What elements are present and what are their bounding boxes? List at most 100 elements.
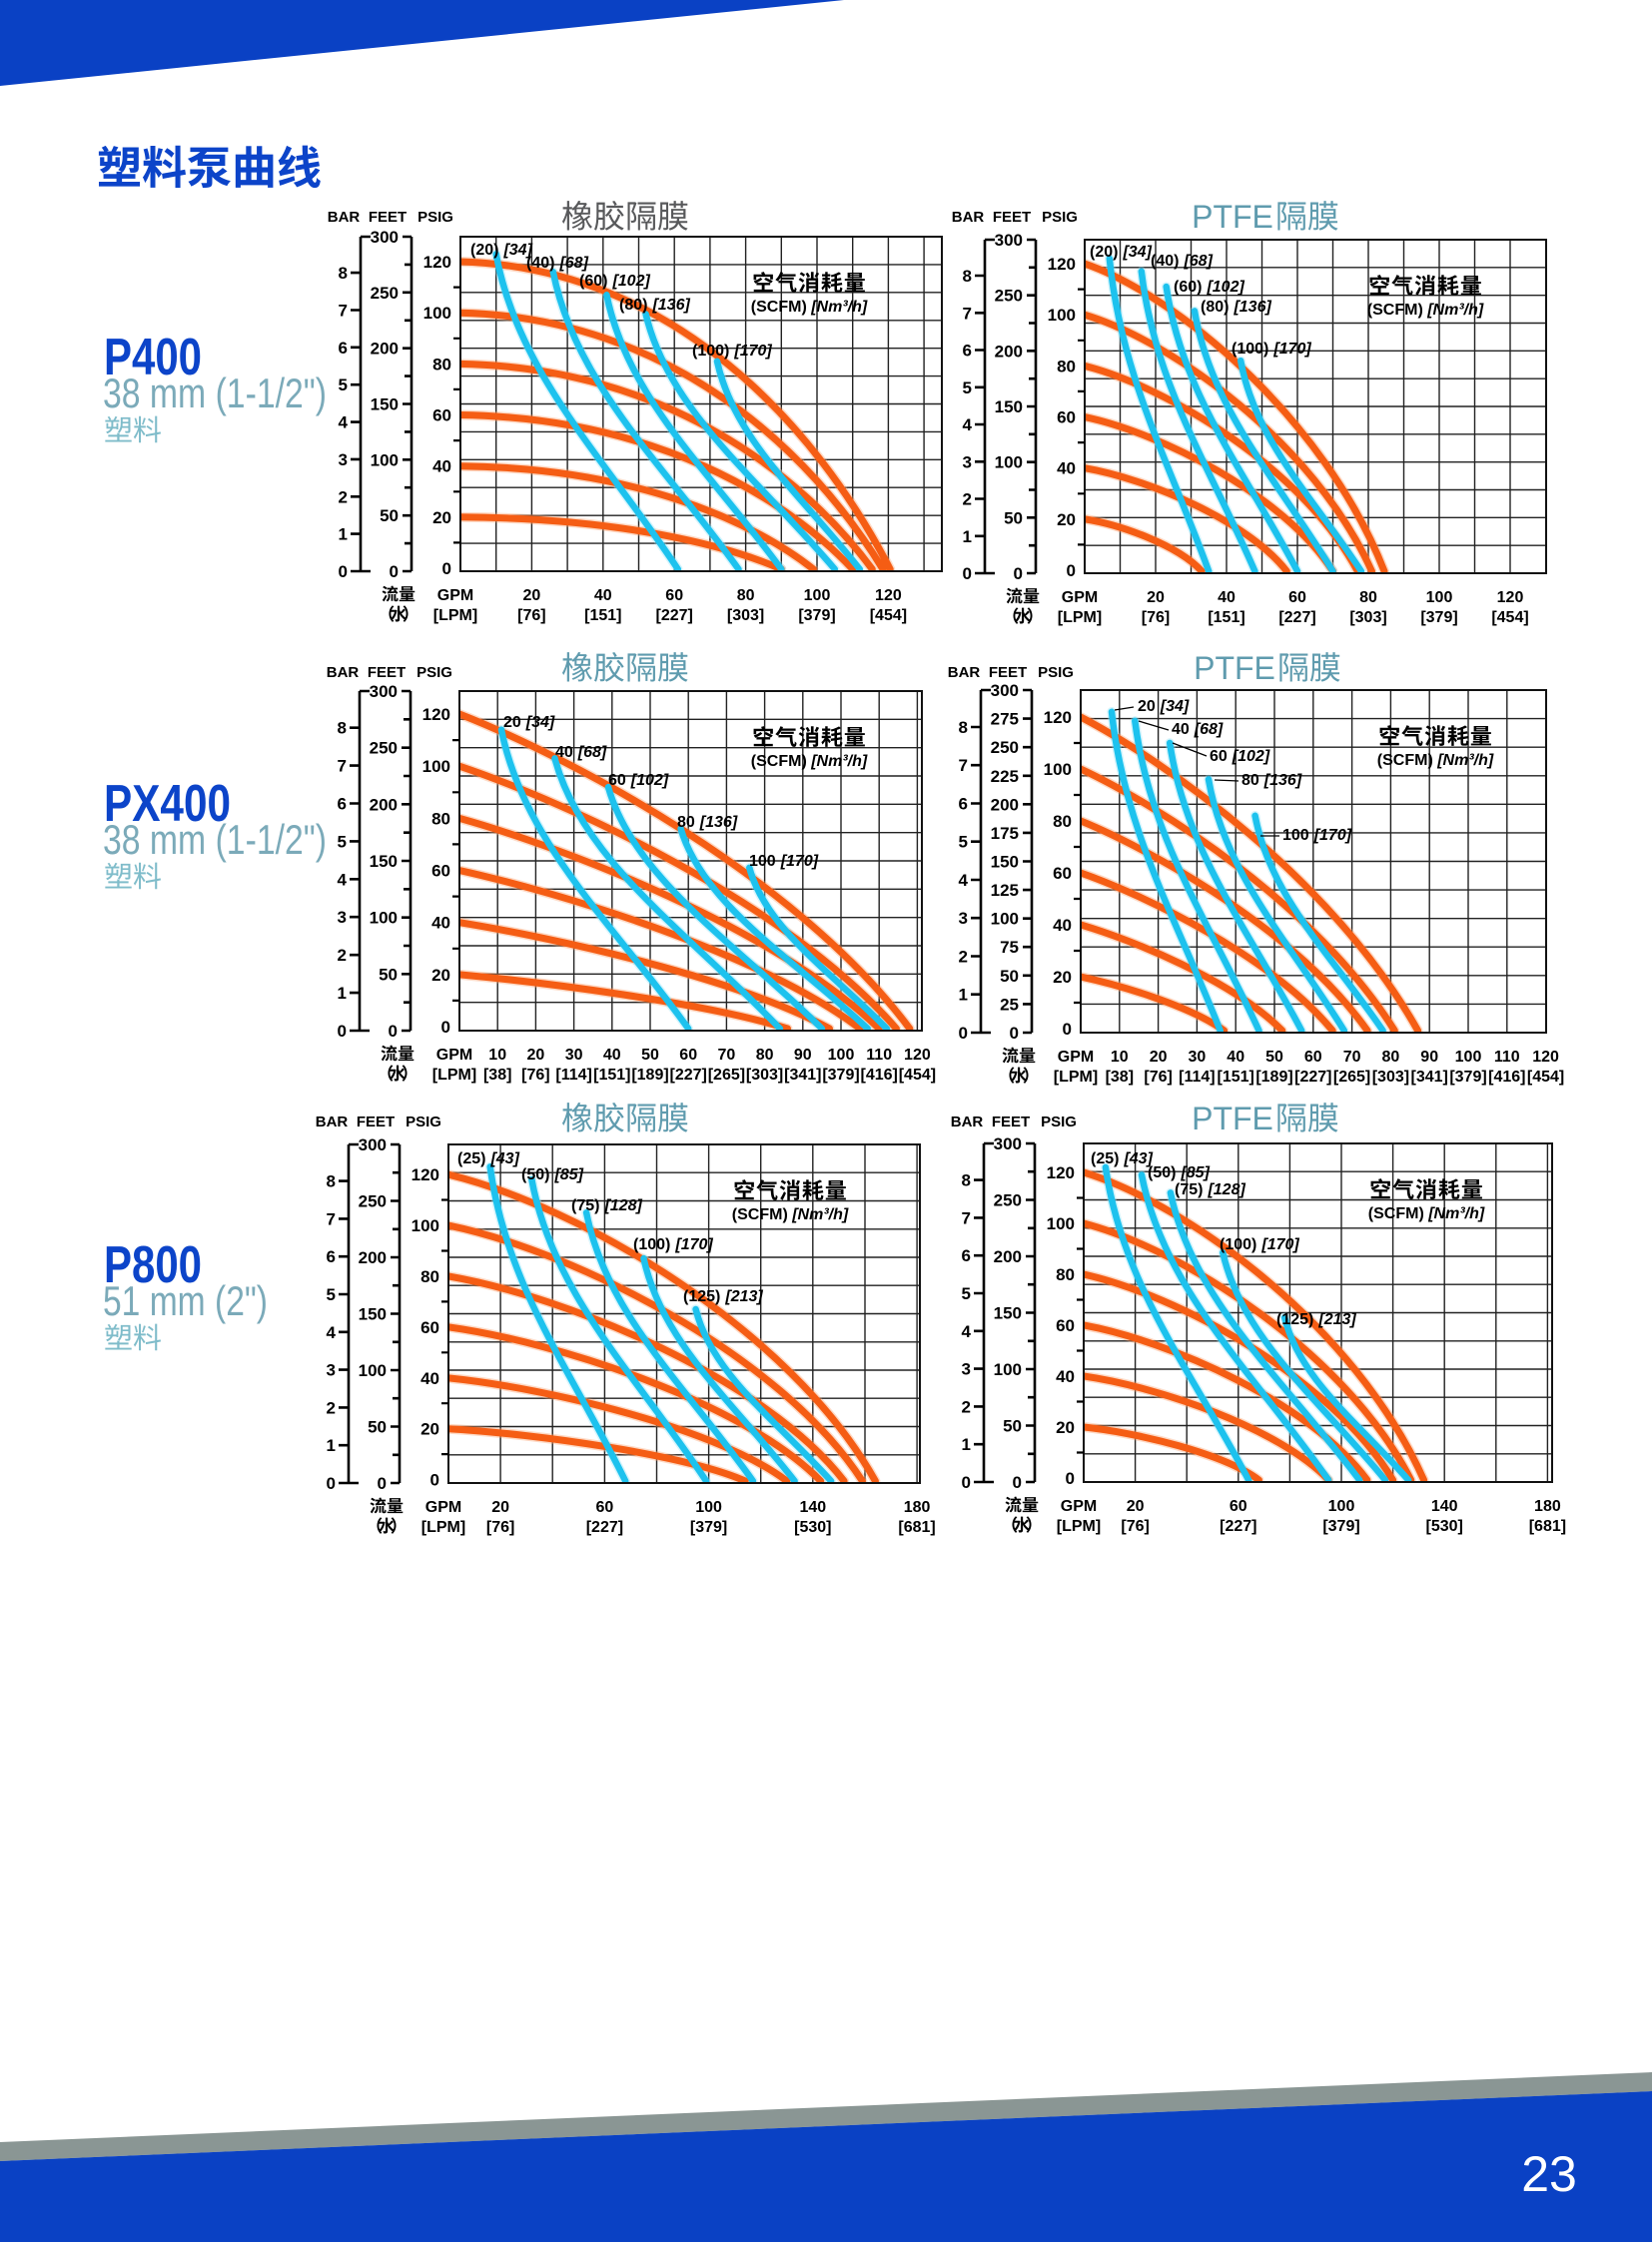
- svg-text:5: 5: [327, 1285, 336, 1304]
- svg-text:120: 120: [904, 1047, 931, 1064]
- svg-text:40: 40: [1227, 1049, 1244, 1066]
- svg-text:200: 200: [359, 1248, 387, 1267]
- svg-text:8: 8: [338, 719, 347, 738]
- svg-text:[151]: [151]: [1208, 609, 1244, 626]
- svg-text:80: 80: [737, 587, 755, 604]
- svg-text:6: 6: [338, 795, 347, 814]
- svg-text:60: 60: [431, 862, 450, 881]
- svg-text:1: 1: [338, 984, 347, 1003]
- svg-text:[76]: [76]: [1121, 1518, 1149, 1535]
- svg-text:[681]: [681]: [898, 1519, 935, 1536]
- svg-text:[454]: [454]: [870, 607, 907, 624]
- svg-text:0: 0: [442, 559, 451, 578]
- svg-text:50: 50: [1004, 508, 1023, 527]
- svg-text:(SCFM) [Nm³/h]: (SCFM) [Nm³/h]: [751, 299, 868, 316]
- svg-text:25: 25: [1000, 995, 1019, 1014]
- svg-text:80: 80: [432, 355, 451, 374]
- svg-text:100: 100: [1426, 589, 1453, 606]
- svg-text:120: 120: [1048, 255, 1076, 274]
- svg-text:60: 60: [1230, 1498, 1247, 1515]
- svg-text:6: 6: [959, 795, 968, 814]
- svg-text:6: 6: [962, 1246, 971, 1265]
- svg-text:150: 150: [995, 397, 1023, 416]
- svg-text:40: 40: [1053, 916, 1072, 935]
- svg-text:80[136]: 80 [136]: [1241, 772, 1302, 789]
- svg-text:150: 150: [371, 395, 399, 414]
- svg-text:0: 0: [1010, 1024, 1019, 1043]
- svg-text:PX400: PX400: [104, 775, 231, 833]
- svg-text:100: 100: [1328, 1498, 1355, 1515]
- svg-text:60: 60: [432, 406, 451, 425]
- svg-text:7: 7: [327, 1209, 336, 1228]
- svg-text:180: 180: [1534, 1498, 1561, 1515]
- svg-text:40: 40: [594, 587, 612, 604]
- svg-text:20[34]: 20 [34]: [503, 714, 555, 731]
- svg-text:60[102]: 60 [102]: [608, 772, 669, 789]
- svg-text:[265]: [265]: [1333, 1069, 1370, 1086]
- svg-text:PSIG: PSIG: [416, 664, 452, 681]
- svg-text:150: 150: [359, 1305, 387, 1324]
- svg-text:[454]: [454]: [1491, 609, 1528, 626]
- svg-text:80: 80: [420, 1267, 439, 1286]
- svg-text:[LPM]: [LPM]: [421, 1519, 465, 1536]
- svg-text:100: 100: [371, 450, 399, 469]
- svg-text:8: 8: [959, 718, 968, 737]
- svg-text:[76]: [76]: [517, 607, 545, 624]
- svg-text:[341]: [341]: [1411, 1069, 1448, 1086]
- svg-text:275: 275: [991, 710, 1019, 729]
- svg-text:140: 140: [1431, 1498, 1458, 1515]
- svg-text:100[170]: 100 [170]: [749, 853, 819, 870]
- svg-text:[227]: [227]: [1220, 1518, 1256, 1535]
- svg-text:20: 20: [420, 1420, 439, 1439]
- svg-text:40: 40: [432, 457, 451, 476]
- svg-text:[681]: [681]: [1529, 1518, 1566, 1535]
- svg-text:0: 0: [441, 1018, 450, 1037]
- svg-text:60: 60: [1053, 864, 1072, 883]
- svg-text:100: 100: [1044, 760, 1072, 779]
- svg-text:120: 120: [875, 587, 902, 604]
- svg-text:250: 250: [994, 1191, 1022, 1210]
- svg-text:200: 200: [994, 1247, 1022, 1266]
- svg-text:20: 20: [1053, 968, 1072, 987]
- svg-text:10: 10: [488, 1047, 506, 1064]
- svg-text:100: 100: [359, 1361, 387, 1380]
- svg-text:50: 50: [379, 965, 398, 984]
- svg-text:0: 0: [962, 1473, 971, 1492]
- svg-text:[227]: [227]: [670, 1067, 707, 1084]
- svg-text:[303]: [303]: [1372, 1069, 1409, 1086]
- svg-text:90: 90: [794, 1047, 812, 1064]
- svg-text:225: 225: [991, 767, 1019, 786]
- svg-text:BAR: BAR: [948, 664, 981, 681]
- svg-text:0: 0: [1066, 1469, 1075, 1488]
- svg-text:51 mm (2"): 51 mm (2"): [103, 1277, 268, 1324]
- svg-text:100: 100: [828, 1047, 855, 1064]
- svg-text:[303]: [303]: [1349, 609, 1386, 626]
- svg-text:100: 100: [412, 1216, 439, 1235]
- svg-text:90: 90: [1420, 1049, 1438, 1066]
- svg-text:4: 4: [963, 415, 973, 434]
- svg-text:(80)[136]: (80) [136]: [619, 297, 690, 314]
- svg-text:[379]: [379]: [1322, 1518, 1359, 1535]
- svg-text:[227]: [227]: [586, 1519, 623, 1536]
- svg-text:6: 6: [339, 339, 348, 358]
- svg-text:100: 100: [423, 304, 451, 323]
- svg-text:70: 70: [718, 1047, 736, 1064]
- svg-text:[38]: [38]: [483, 1067, 511, 1084]
- svg-text:300: 300: [359, 1135, 387, 1154]
- svg-text:20: 20: [1150, 1049, 1168, 1066]
- svg-text:40[68]: 40 [68]: [1172, 721, 1224, 738]
- svg-text:30: 30: [1189, 1049, 1207, 1066]
- svg-text:(SCFM) [Nm³/h]: (SCFM) [Nm³/h]: [751, 753, 868, 770]
- svg-text:1: 1: [327, 1436, 336, 1455]
- svg-text:5: 5: [339, 375, 348, 394]
- svg-text:40: 40: [420, 1369, 439, 1388]
- svg-text:3: 3: [338, 908, 347, 927]
- svg-text:PSIG: PSIG: [1042, 209, 1078, 226]
- svg-text:[379]: [379]: [1420, 609, 1457, 626]
- svg-text:[114]: [114]: [1179, 1069, 1215, 1086]
- svg-text:(25)[43]: (25) [43]: [1091, 1150, 1154, 1167]
- svg-text:(SCFM) [Nm³/h]: (SCFM) [Nm³/h]: [732, 1206, 849, 1223]
- svg-text:P400: P400: [104, 329, 202, 386]
- svg-text:60[102]: 60 [102]: [1210, 748, 1270, 765]
- svg-text:300: 300: [994, 1134, 1022, 1153]
